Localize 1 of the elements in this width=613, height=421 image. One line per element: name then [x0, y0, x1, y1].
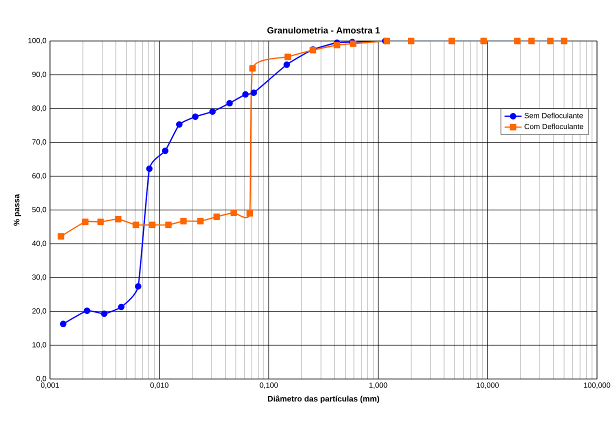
chart-title: Granulometria - Amostra 1: [267, 26, 380, 34]
